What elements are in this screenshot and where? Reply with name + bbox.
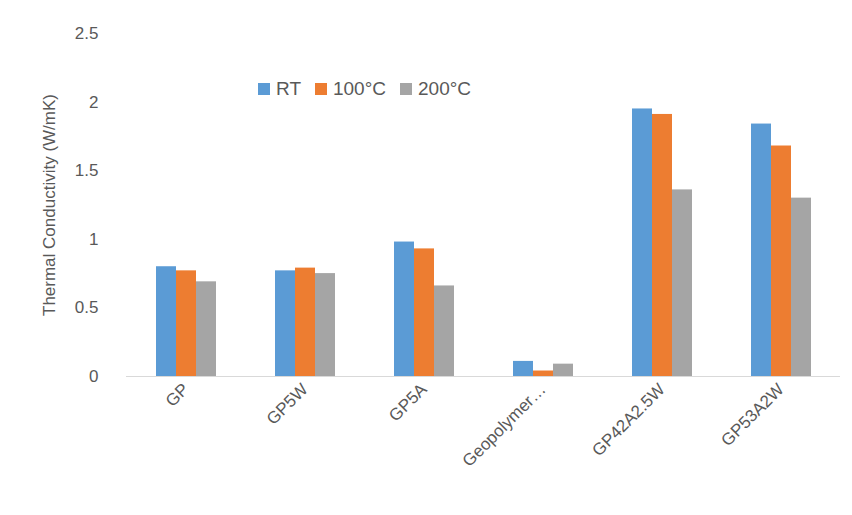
html-text:200°C: 200°C [418, 78, 471, 99]
svg-text:Geopolymer…: Geopolymer… [459, 380, 550, 471]
svg-text:0: 0 [89, 367, 98, 386]
svg-text:GP5W: GP5W [263, 380, 312, 429]
svg-text:2.5: 2.5 [75, 24, 99, 43]
svg-text:0.5: 0.5 [75, 298, 99, 317]
svg-text:1: 1 [89, 230, 98, 249]
html-text:Thermal Conductivity (W/mK): Thermal Conductivity (W/mK) [40, 94, 59, 316]
svg-text:GP42A2.5W: GP42A2.5W [588, 380, 668, 460]
svg-text:2: 2 [89, 93, 98, 112]
html-text:100°C: 100°C [333, 78, 386, 99]
svg-text:1.5: 1.5 [75, 161, 99, 180]
svg-text:GP53A2W: GP53A2W [717, 380, 787, 450]
svg-text:GP: GP [162, 380, 193, 411]
html-text:RT: RT [276, 78, 301, 99]
svg-text:GP5A: GP5A [385, 379, 431, 425]
